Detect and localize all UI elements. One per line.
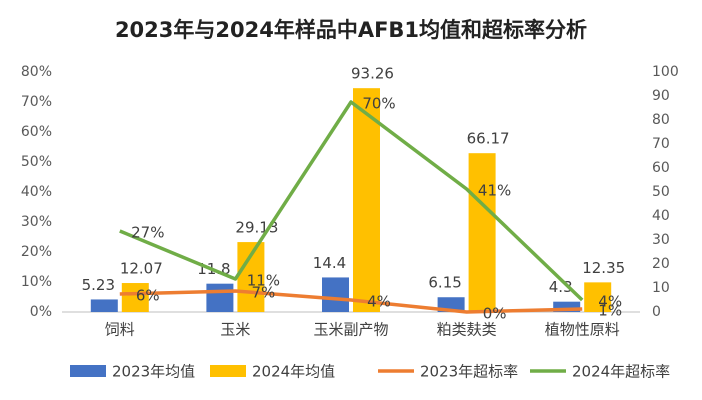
bar xyxy=(353,88,380,313)
legend-label: 2023年超标率 xyxy=(420,363,518,381)
y-tick-label: 50% xyxy=(21,154,52,170)
y2-tick-label: 90 xyxy=(652,88,670,104)
line-value-label: 1% xyxy=(598,302,622,320)
y-tick-label: 70% xyxy=(21,94,52,110)
bar xyxy=(322,277,349,312)
y2-tick-label: 50 xyxy=(652,184,670,200)
bar xyxy=(90,299,118,312)
y-tick-label: 80% xyxy=(21,64,52,80)
y-tick-label: 30% xyxy=(21,214,52,230)
y2-tick-label: 80 xyxy=(652,112,670,128)
y2-tick-label: 60 xyxy=(652,160,670,176)
bar-value-label: 93.26 xyxy=(351,65,394,83)
bar xyxy=(584,282,612,312)
y-tick-label: 20% xyxy=(21,244,52,260)
line-value-label: 11% xyxy=(247,272,280,290)
x-tick-label: 玉米 xyxy=(220,321,250,339)
y2-tick-label: 20 xyxy=(652,256,670,272)
line-value-label: 41% xyxy=(478,182,511,200)
line-value-label: 7% xyxy=(252,284,276,302)
bar-value-label: 12.07 xyxy=(120,260,163,278)
y2-tick-label: 100 xyxy=(652,64,679,80)
bar xyxy=(553,301,581,312)
line-value-label: 27% xyxy=(131,224,164,242)
legend-swatch xyxy=(210,365,246,377)
bar-value-label: 14.4 xyxy=(313,254,346,272)
legend-label: 2024年均值 xyxy=(252,363,335,381)
x-tick-label: 粕类麸类 xyxy=(437,321,497,339)
y2-tick-label: 40 xyxy=(652,208,670,224)
line-value-label: 6% xyxy=(136,287,160,305)
legend-swatch xyxy=(70,365,106,377)
legend-label: 2023年均值 xyxy=(112,363,195,381)
bar-value-label: 66.17 xyxy=(467,130,510,148)
x-tick-label: 玉米副产物 xyxy=(313,321,388,339)
y2-tick-label: 30 xyxy=(652,232,670,248)
bar xyxy=(206,283,234,312)
y-tick-label: 40% xyxy=(21,184,52,200)
chart-title: 2023年与2024年样品中AFB1均值和超标率分析 xyxy=(115,18,587,42)
x-tick-label: 植物性原料 xyxy=(545,321,620,339)
y-tick-label: 10% xyxy=(21,274,52,290)
bar xyxy=(121,283,149,312)
y2-tick-label: 70 xyxy=(652,136,670,152)
y-tick-label: 60% xyxy=(21,124,52,140)
line xyxy=(119,289,583,314)
line-value-label: 4% xyxy=(367,293,391,311)
bar-value-label: 12.35 xyxy=(582,259,625,277)
x-tick-label: 饲料 xyxy=(105,321,135,339)
legend-label: 2024年超标率 xyxy=(572,363,670,381)
line-value-label: 0% xyxy=(483,305,507,323)
y2-tick-label: 0 xyxy=(652,304,661,320)
line-value-label: 4% xyxy=(598,293,622,311)
y-tick-label: 0% xyxy=(30,304,52,320)
bar-value-label: 5.23 xyxy=(82,276,115,294)
bar-value-label: 6.15 xyxy=(428,274,461,292)
line-value-label: 70% xyxy=(362,95,395,113)
bar xyxy=(468,153,496,312)
y2-tick-label: 10 xyxy=(652,280,670,296)
line xyxy=(119,100,584,302)
